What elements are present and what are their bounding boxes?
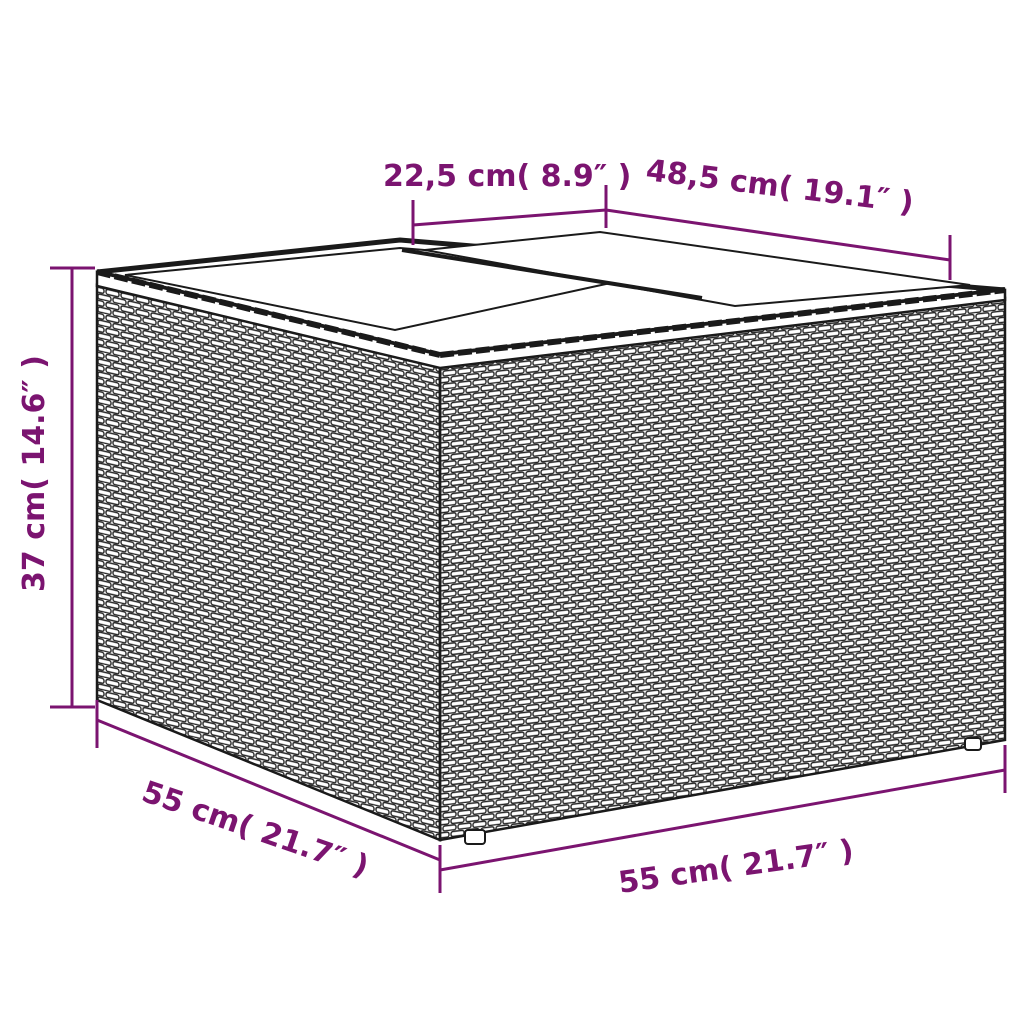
box-front-face [440, 298, 1005, 840]
box-foot [464, 829, 486, 845]
dim-line-top-panel [411, 185, 608, 245]
dim-line-top-depth [605, 208, 952, 280]
box-top-lid [95, 230, 1007, 370]
label-front-width: 55 cm( 21.7″ ) [616, 833, 856, 901]
label-height: 37 cm( 14.6″ ) [17, 355, 52, 592]
dim-line-front-width [439, 745, 1007, 872]
dimension-lines [50, 185, 1007, 893]
box-foot [964, 737, 982, 751]
label-top-depth: 48,5 cm( 19.1″ ) [644, 153, 916, 221]
label-top-panel: 22,5 cm( 8.9″ ) [383, 159, 631, 194]
dim-line-height [50, 266, 95, 709]
